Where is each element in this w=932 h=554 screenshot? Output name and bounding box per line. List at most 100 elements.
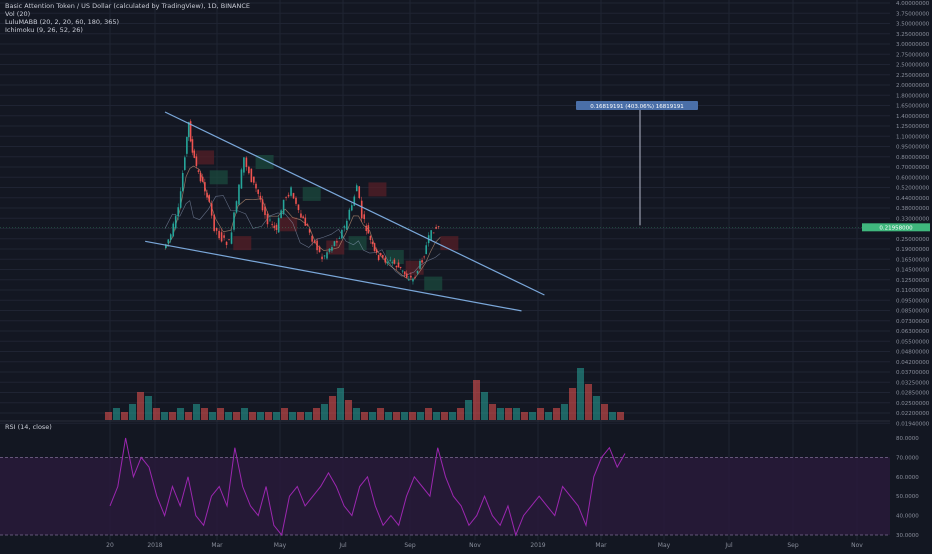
y-tick-label: 0.03250000 xyxy=(896,380,930,386)
candle-body xyxy=(333,241,336,246)
volume-bar xyxy=(489,404,496,420)
candle-body xyxy=(384,257,387,263)
y-tick-label: 0.33000000 xyxy=(896,216,930,222)
candle-body xyxy=(285,197,287,198)
rsi-tick-label: 30.0000 xyxy=(896,533,919,539)
candle-body xyxy=(348,209,351,220)
candle-body xyxy=(410,275,412,278)
volume-bar xyxy=(593,396,600,420)
y-tick-label: 0.14500000 xyxy=(896,268,930,274)
candle-body xyxy=(353,196,356,206)
trendline-upper xyxy=(164,111,545,296)
volume-bar xyxy=(185,412,192,420)
y-tick-label: 0.12500000 xyxy=(896,278,930,284)
cloud-segment xyxy=(209,170,228,185)
volume-bar xyxy=(545,412,552,420)
candle-body xyxy=(184,157,186,170)
x-tick-label: May xyxy=(658,542,671,549)
candle-body xyxy=(382,255,384,258)
volume-bar xyxy=(137,392,144,420)
volume-bar xyxy=(145,396,152,420)
lulu-indicator-label[interactable]: LuluMABB (20, 2, 20, 60, 180, 365) xyxy=(5,18,120,26)
cloud-segment xyxy=(279,217,298,232)
volume-bar xyxy=(169,412,176,420)
candle-body xyxy=(220,232,223,242)
volume-bar xyxy=(241,408,248,420)
candle-body xyxy=(243,157,245,173)
cloud-segment xyxy=(424,276,443,291)
measure-label: 0.16819191 (403.06%) 16819191 xyxy=(590,104,684,110)
y-tick-label: 1.65000000 xyxy=(896,104,930,110)
rsi-indicator-label[interactable]: RSI (14, close) xyxy=(5,423,52,431)
candle-body xyxy=(264,206,266,216)
vol-indicator-label[interactable]: Vol (20) xyxy=(5,10,31,18)
candle-body xyxy=(371,241,374,245)
candle-body xyxy=(355,185,358,192)
y-tick-label: 2.25000000 xyxy=(896,73,930,79)
candle-body xyxy=(311,235,313,242)
rsi-tick-label: 60.0000 xyxy=(896,475,919,481)
candle-body xyxy=(408,279,410,281)
candle-body xyxy=(230,232,233,244)
y-tick-label: 0.04200000 xyxy=(896,360,930,366)
candle-body xyxy=(250,168,253,183)
y-tick-label: 0.11000000 xyxy=(896,288,930,294)
candle-body xyxy=(365,225,368,232)
candle-body xyxy=(377,254,380,260)
volume-bar xyxy=(249,412,256,420)
volume-bar xyxy=(505,408,512,420)
candle-body xyxy=(326,252,328,259)
candle-body xyxy=(277,217,280,233)
volume-bar xyxy=(201,408,208,420)
candle-body xyxy=(165,244,167,249)
candle-body xyxy=(167,239,170,244)
x-tick-label: 2019 xyxy=(530,542,545,549)
y-tick-label: 0.38000000 xyxy=(896,206,930,212)
candle-body xyxy=(425,245,427,255)
candle-body xyxy=(386,262,389,264)
x-tick-label: Mar xyxy=(595,542,607,549)
volume-bar xyxy=(329,396,336,420)
volume-bar xyxy=(417,412,424,420)
ichimoku-indicator-label[interactable]: Ichimoku (9, 26, 52, 26) xyxy=(5,26,83,34)
y-tick-label: 0.52000000 xyxy=(896,186,930,192)
candle-body xyxy=(266,213,269,225)
candle-body xyxy=(416,270,419,274)
y-tick-label: 1.10000000 xyxy=(896,134,930,140)
candle-body xyxy=(397,262,400,268)
y-tick-label: 0.44000000 xyxy=(896,196,930,202)
candle-body xyxy=(223,235,225,238)
volume-bar xyxy=(193,404,200,420)
volume-bar xyxy=(113,408,120,420)
candle-body xyxy=(261,199,264,211)
candle-body xyxy=(179,191,182,208)
candle-body xyxy=(343,226,346,228)
y-tick-label: 3.25000000 xyxy=(896,32,930,38)
volume-bar xyxy=(345,400,352,420)
candle-body xyxy=(302,216,304,219)
candle-body xyxy=(186,137,188,154)
candle-body xyxy=(316,240,318,251)
candle-body xyxy=(181,172,184,192)
y-tick-label: 0.05500000 xyxy=(896,339,930,345)
candle-body xyxy=(421,260,423,263)
volume-bar xyxy=(233,412,240,420)
candle-body xyxy=(306,224,309,226)
candle-body xyxy=(300,213,302,218)
candle-body xyxy=(379,253,382,256)
candle-body xyxy=(363,214,365,220)
chart-title: Basic Attention Token / US Dollar (calcu… xyxy=(5,2,250,10)
y-tick-label: 1.80000000 xyxy=(896,93,930,99)
candle-body xyxy=(292,193,295,199)
volume-bar xyxy=(129,404,136,420)
y-tick-label: 0.02200000 xyxy=(896,411,930,417)
volume-bar xyxy=(393,412,400,420)
price-tag xyxy=(862,223,930,232)
candle-body xyxy=(238,184,240,205)
x-tick-label: Mar xyxy=(211,542,223,549)
candle-body xyxy=(346,220,348,230)
y-tick-label: 2.00000000 xyxy=(896,83,930,89)
volume-bar xyxy=(465,400,472,420)
volume-bar xyxy=(337,388,344,420)
y-tick-label: 0.01940000 xyxy=(896,421,930,427)
